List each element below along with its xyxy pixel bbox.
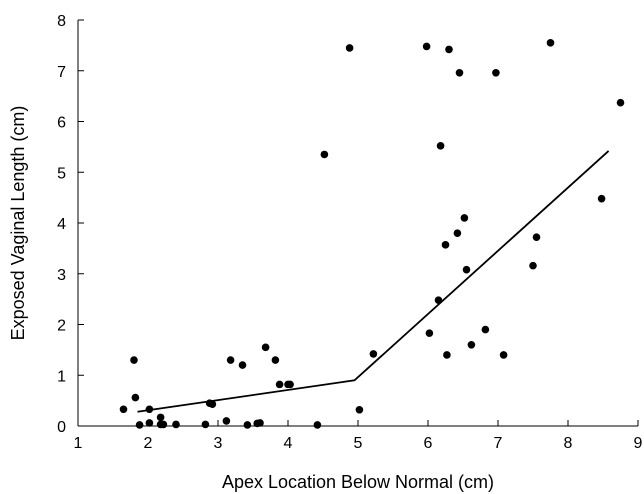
y-tick-label: 4 xyxy=(57,216,66,233)
y-tick-label: 5 xyxy=(57,165,66,182)
data-point xyxy=(453,229,462,237)
x-axis-label: Apex Location Below Normal (cm) xyxy=(222,472,494,492)
x-tick-label: 1 xyxy=(74,435,83,452)
data-point xyxy=(261,343,270,352)
data-point xyxy=(369,350,378,358)
data-point xyxy=(455,68,464,77)
data-point xyxy=(201,420,210,429)
y-tick-label: 7 xyxy=(57,64,66,81)
data-point xyxy=(492,68,500,77)
y-tick-label: 0 xyxy=(57,419,66,436)
data-point xyxy=(355,405,364,414)
data-point xyxy=(532,233,541,242)
data-point xyxy=(119,405,128,414)
data-point xyxy=(436,142,445,150)
y-tick-label: 1 xyxy=(57,368,66,385)
data-point xyxy=(275,380,284,389)
data-point xyxy=(345,44,354,52)
data-point xyxy=(130,356,138,364)
y-tick-label: 6 xyxy=(57,115,66,132)
data-point xyxy=(286,380,294,389)
x-tick-label: 4 xyxy=(284,435,293,452)
data-point xyxy=(441,241,450,249)
data-point xyxy=(313,421,322,429)
data-point xyxy=(159,420,168,429)
data-point xyxy=(460,214,469,222)
data-point xyxy=(145,419,154,427)
x-tick-label: 2 xyxy=(144,435,153,452)
y-tick-label: 3 xyxy=(57,267,66,284)
data-point xyxy=(616,98,625,107)
data-point xyxy=(425,329,434,337)
x-tick-label: 5 xyxy=(354,435,363,452)
data-point xyxy=(222,417,231,425)
data-point xyxy=(445,45,453,54)
data-point xyxy=(422,42,431,51)
data-point xyxy=(320,150,329,159)
data-point xyxy=(156,413,165,422)
data-point xyxy=(238,361,247,369)
data-point xyxy=(208,400,217,408)
data-point xyxy=(499,351,508,359)
y-tick-label: 8 xyxy=(57,13,66,30)
x-tick-label: 6 xyxy=(424,435,433,452)
trend-line xyxy=(137,150,610,413)
data-point xyxy=(443,351,451,359)
data-point xyxy=(529,261,537,270)
y-axis-label: Exposed Vaginal Length (cm) xyxy=(8,106,28,341)
data-marks xyxy=(119,39,625,429)
x-tick-label: 7 xyxy=(494,435,503,452)
data-point xyxy=(135,421,144,429)
data-point xyxy=(546,39,555,47)
y-tick-label: 2 xyxy=(57,318,66,335)
data-point xyxy=(131,393,140,402)
data-point xyxy=(481,325,490,334)
data-point xyxy=(462,265,471,274)
x-tick-label: 8 xyxy=(564,435,573,452)
data-point xyxy=(271,356,280,364)
x-tick-label: 3 xyxy=(214,435,223,452)
data-point xyxy=(243,421,252,429)
data-point xyxy=(172,420,180,429)
x-tick-label: 9 xyxy=(634,435,643,452)
data-point xyxy=(256,419,264,427)
data-point xyxy=(467,341,476,349)
data-point xyxy=(226,356,235,364)
axes xyxy=(77,20,638,427)
data-point xyxy=(597,194,606,203)
